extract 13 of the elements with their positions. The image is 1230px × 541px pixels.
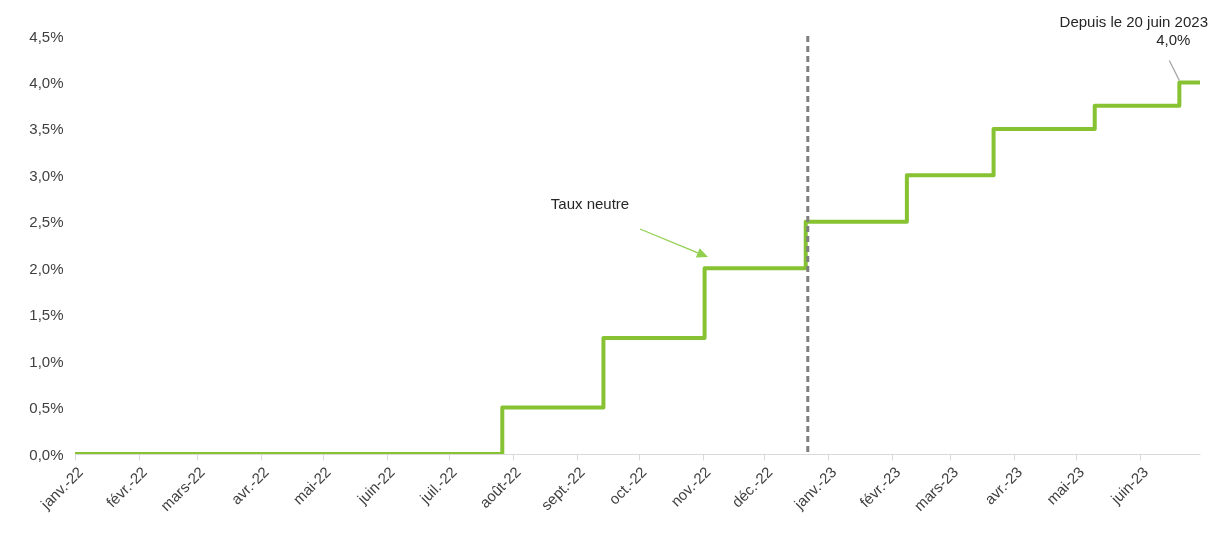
annotation: 4,0% — [1156, 31, 1191, 49]
y-tick-label: 1,5% — [29, 306, 64, 324]
y-tick-label: 1,0% — [29, 352, 64, 370]
y-tick-label: 2,0% — [29, 259, 64, 277]
y-tick-label: 3,5% — [29, 120, 64, 138]
annotation: Taux neutre — [550, 195, 630, 212]
y-tick-label: 2,5% — [29, 213, 64, 231]
y-tick-label: 4,5% — [29, 27, 64, 45]
y-tick-label: 3,0% — [29, 166, 64, 184]
y-tick-label: 0,0% — [29, 445, 64, 463]
text: Depuis le 20 juin 2023 — [1059, 13, 1208, 30]
y-tick-label: 4,0% — [29, 73, 64, 91]
y-tick-label: 0,5% — [29, 399, 64, 417]
